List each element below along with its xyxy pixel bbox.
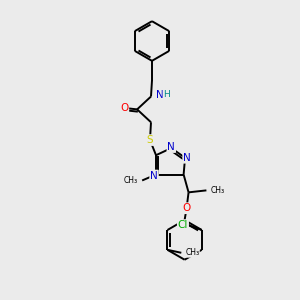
Text: CH₃: CH₃ <box>210 186 224 195</box>
Text: N: N <box>150 170 158 181</box>
Text: S: S <box>147 135 153 145</box>
Text: Cl: Cl <box>178 220 188 230</box>
Text: N: N <box>156 89 164 100</box>
Text: CH₃: CH₃ <box>124 176 138 185</box>
Text: CH₃: CH₃ <box>185 248 200 257</box>
Text: N: N <box>167 142 175 152</box>
Text: O: O <box>182 203 191 213</box>
Text: O: O <box>120 103 128 113</box>
Text: H: H <box>164 90 170 99</box>
Text: N: N <box>183 153 191 163</box>
